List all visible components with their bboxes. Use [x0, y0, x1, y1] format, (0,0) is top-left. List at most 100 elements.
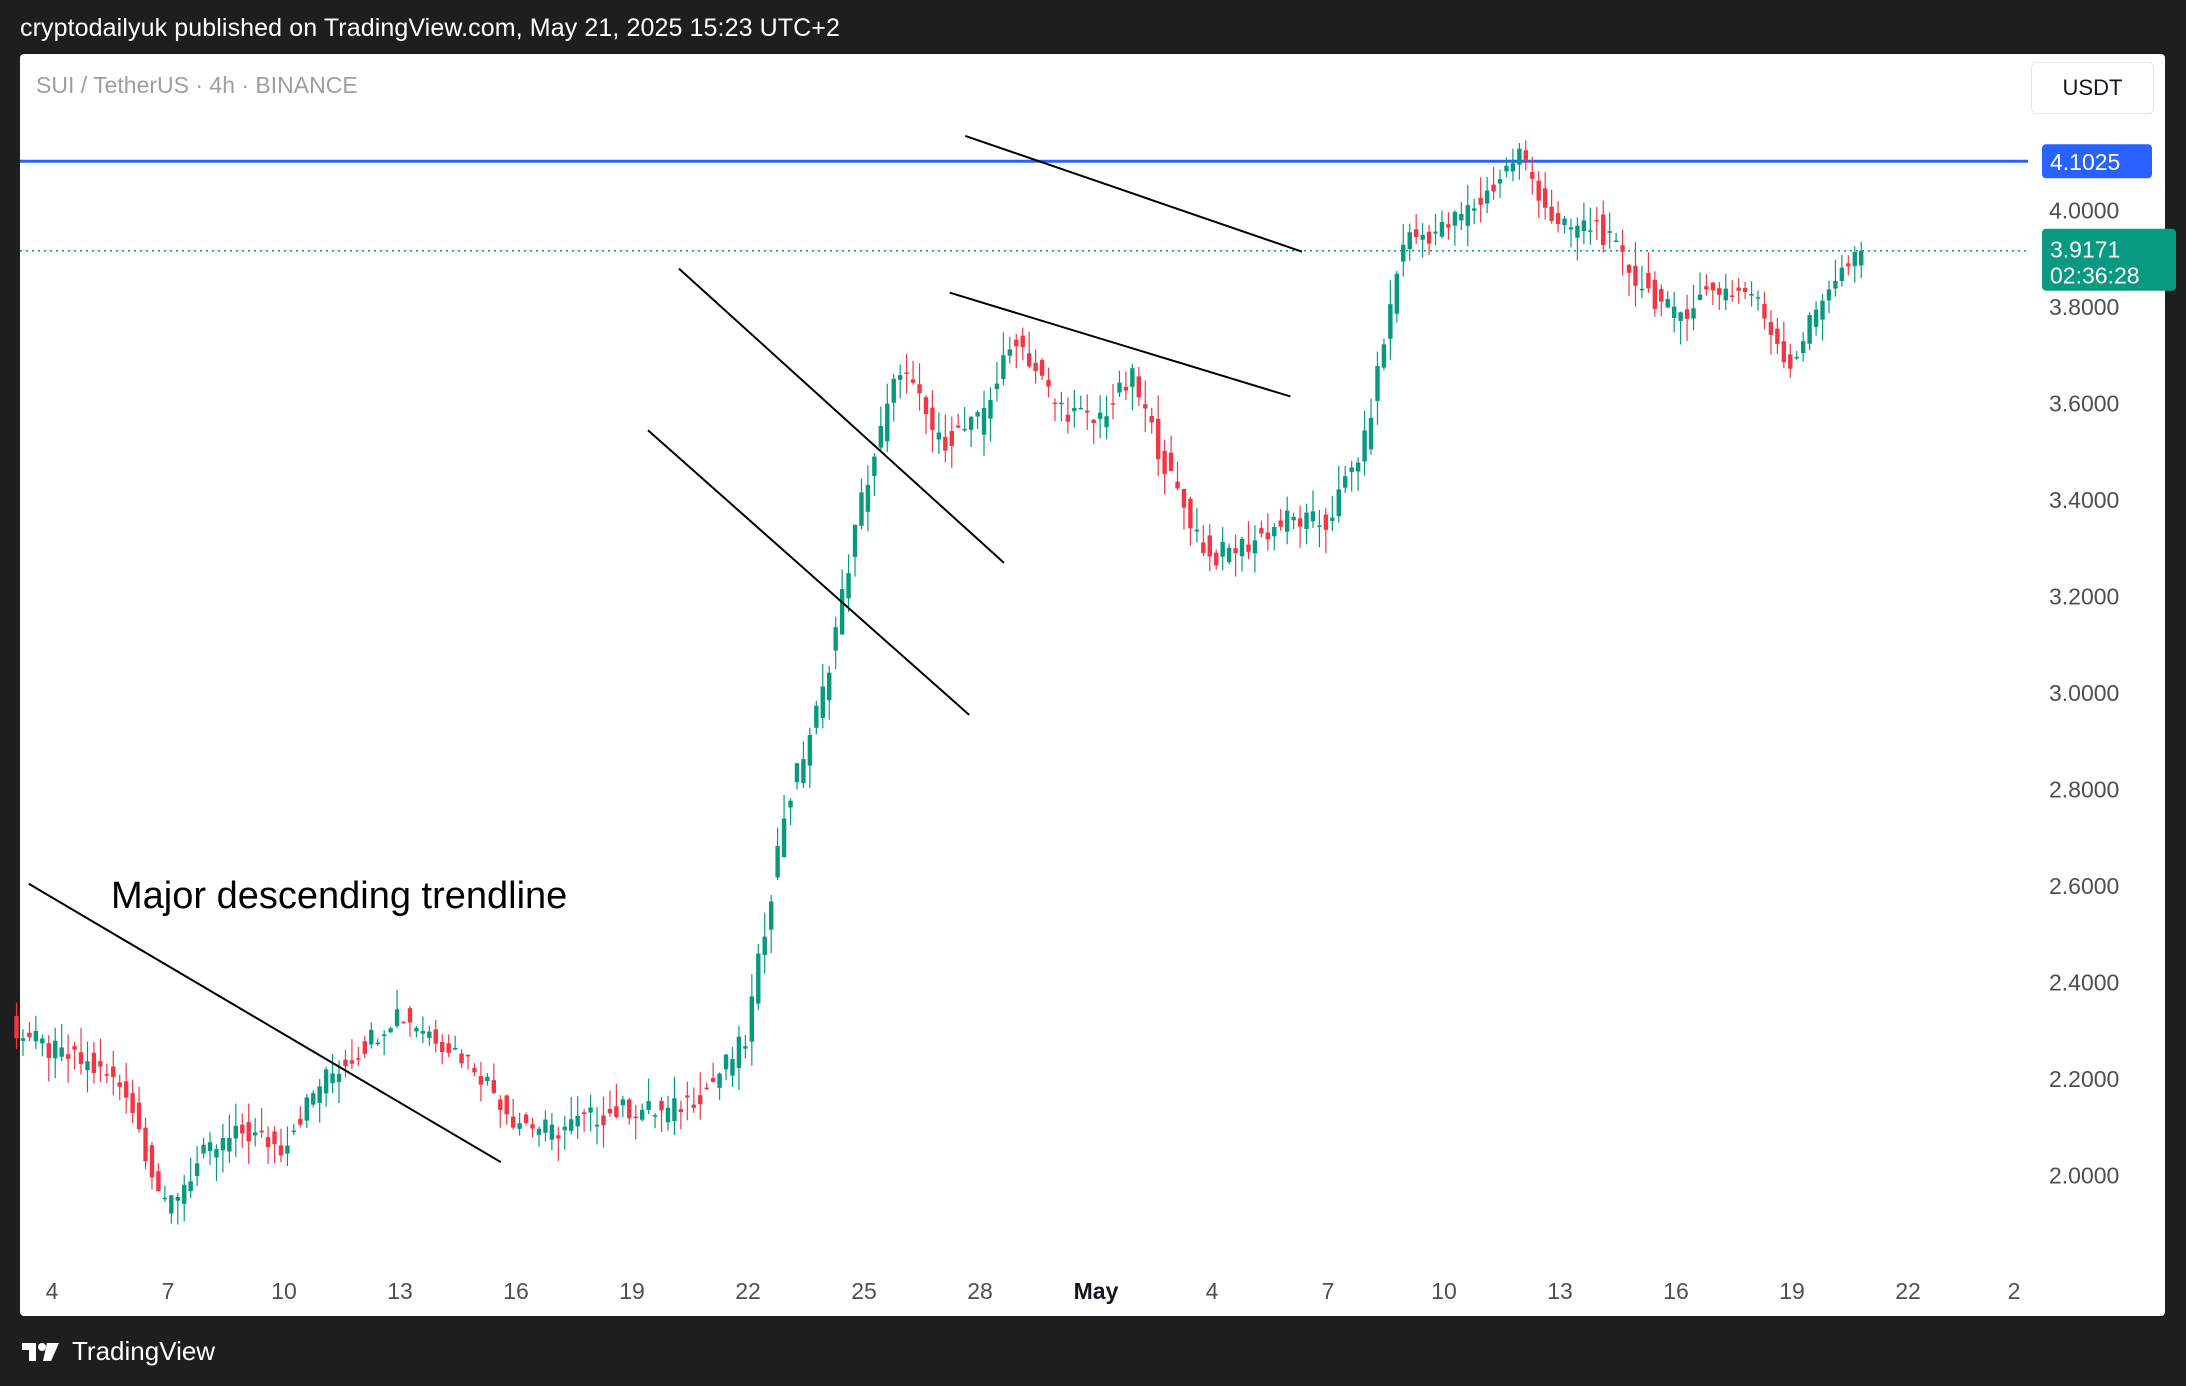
candle-body: [1291, 516, 1296, 521]
candle-body: [659, 1100, 664, 1111]
candle-body: [1175, 481, 1180, 489]
candle-body: [1704, 286, 1709, 290]
candle-body: [807, 735, 813, 766]
candle-body: [1601, 214, 1606, 246]
chart-panel[interactable]: [20, 54, 2165, 1316]
price-tick-label: 3.4000: [2049, 487, 2119, 513]
candle-body: [111, 1066, 116, 1077]
candle-body: [1001, 355, 1006, 380]
candle-body: [781, 818, 787, 858]
candle-body: [1201, 542, 1206, 553]
candle-body: [452, 1047, 458, 1050]
candle-body: [1484, 190, 1490, 204]
last-price-badge: [2042, 228, 2176, 291]
candle-body: [1130, 368, 1135, 387]
time-tick-label: 19: [619, 1278, 645, 1304]
trendline-1: [28, 882, 502, 1164]
candle-body: [1355, 462, 1361, 472]
candle-body: [1052, 402, 1058, 405]
candle-body: [1504, 165, 1509, 172]
candle-body: [272, 1131, 277, 1145]
candle-body: [265, 1137, 271, 1148]
candle-body: [427, 1031, 432, 1038]
candle-body: [846, 573, 851, 599]
candle-body: [1097, 412, 1103, 419]
candle-countdown-label: 02:36:28: [2050, 263, 2140, 289]
candle-body: [820, 686, 825, 718]
header-bar: cryptodailyuk published on TradingView.c…: [0, 0, 2186, 54]
candle-body: [117, 1082, 122, 1087]
candle-body: [1072, 408, 1077, 412]
candle-body: [27, 1032, 32, 1038]
candle-body: [1065, 414, 1071, 422]
candle-body: [1497, 179, 1503, 184]
candle-body: [1568, 227, 1574, 230]
candle-body: [756, 953, 761, 1004]
candle-body: [414, 1027, 419, 1032]
candle-body: [575, 1115, 580, 1127]
candle-body: [1684, 309, 1690, 319]
candle-body: [730, 1059, 735, 1076]
candle-body: [1014, 339, 1019, 347]
tradingview-logo[interactable]: TradingView: [20, 1336, 215, 1367]
candle-body: [827, 672, 832, 701]
candle-body: [543, 1119, 548, 1133]
price-tick-label: 3.2000: [2049, 584, 2119, 610]
time-tick-label: May: [1074, 1278, 1119, 1304]
candle-body: [904, 372, 909, 374]
candle-body: [1691, 308, 1696, 319]
price-tick-label: 2.2000: [2049, 1066, 2119, 1092]
time-tick-label: 16: [1663, 1278, 1689, 1304]
price-tick-label: 2.8000: [2049, 777, 2119, 803]
candle-body: [1039, 360, 1045, 376]
time-tick-label: 22: [735, 1278, 761, 1304]
candle-body: [394, 1009, 400, 1027]
candle-body: [936, 432, 942, 440]
candle-body: [923, 397, 929, 415]
tradingview-logo-icon: [22, 1342, 59, 1361]
candle-body: [1343, 476, 1348, 488]
candle-body: [1659, 288, 1664, 302]
candle-body: [646, 1101, 651, 1111]
candle-body: [1033, 362, 1038, 372]
last-price-label: 3.9171: [2050, 237, 2120, 263]
candle-body: [130, 1093, 135, 1114]
trendline-5: [964, 134, 1303, 253]
time-tick-label: 7: [1322, 1278, 1335, 1304]
price-tick-label: 2.4000: [2049, 970, 2119, 996]
candle-body: [40, 1038, 45, 1044]
candle-body: [375, 1042, 380, 1045]
candle-body: [1472, 208, 1477, 211]
candle-body: [1110, 403, 1116, 405]
candle-body: [420, 1030, 426, 1034]
candle-body: [407, 1008, 413, 1023]
candle-body: [510, 1116, 516, 1128]
candle-body: [910, 379, 916, 383]
candle-body: [1026, 353, 1032, 367]
candle-body: [814, 705, 819, 728]
candle-body: [1717, 288, 1722, 295]
time-axis: 4 7 10 13 16 19 22 25 28 May 4 7 10 13 16 19 22 2: [46, 1278, 2021, 1304]
candle-body: [859, 492, 864, 526]
candle-body: [956, 425, 961, 428]
candle-body: [981, 407, 987, 435]
candle-body: [233, 1125, 239, 1139]
footer-brand: TradingView: [72, 1336, 216, 1366]
currency-button[interactable]: USDT: [2031, 62, 2154, 114]
candle-body: [491, 1080, 497, 1093]
candle-body: [672, 1098, 677, 1122]
candle-body: [240, 1124, 245, 1134]
trendline-2: [678, 267, 1005, 564]
candle-body: [1517, 148, 1522, 165]
candle-body: [581, 1112, 587, 1115]
candle-body: [1523, 150, 1529, 161]
candle-body: [917, 384, 922, 394]
candle-body: [523, 1114, 529, 1123]
candle-body: [1375, 365, 1380, 401]
time-tick-label: 4: [46, 1278, 59, 1304]
candle-body: [930, 407, 935, 430]
candle-body: [91, 1052, 97, 1074]
candle-body: [710, 1078, 716, 1082]
price-tick-label: 3.8000: [2049, 294, 2119, 320]
